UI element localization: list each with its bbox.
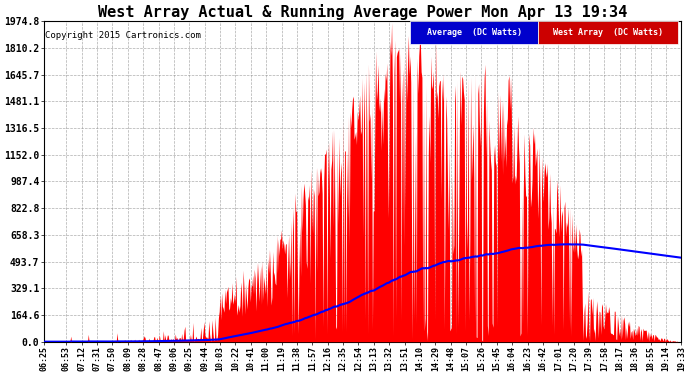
Bar	[411, 21, 538, 44]
Bar	[538, 21, 678, 44]
Text: Copyright 2015 Cartronics.com: Copyright 2015 Cartronics.com	[45, 31, 201, 40]
Title: West Array Actual & Running Average Power Mon Apr 13 19:34: West Array Actual & Running Average Powe…	[98, 4, 627, 20]
Text: West Array  (DC Watts): West Array (DC Watts)	[553, 28, 663, 37]
Text: Average  (DC Watts): Average (DC Watts)	[426, 28, 522, 37]
